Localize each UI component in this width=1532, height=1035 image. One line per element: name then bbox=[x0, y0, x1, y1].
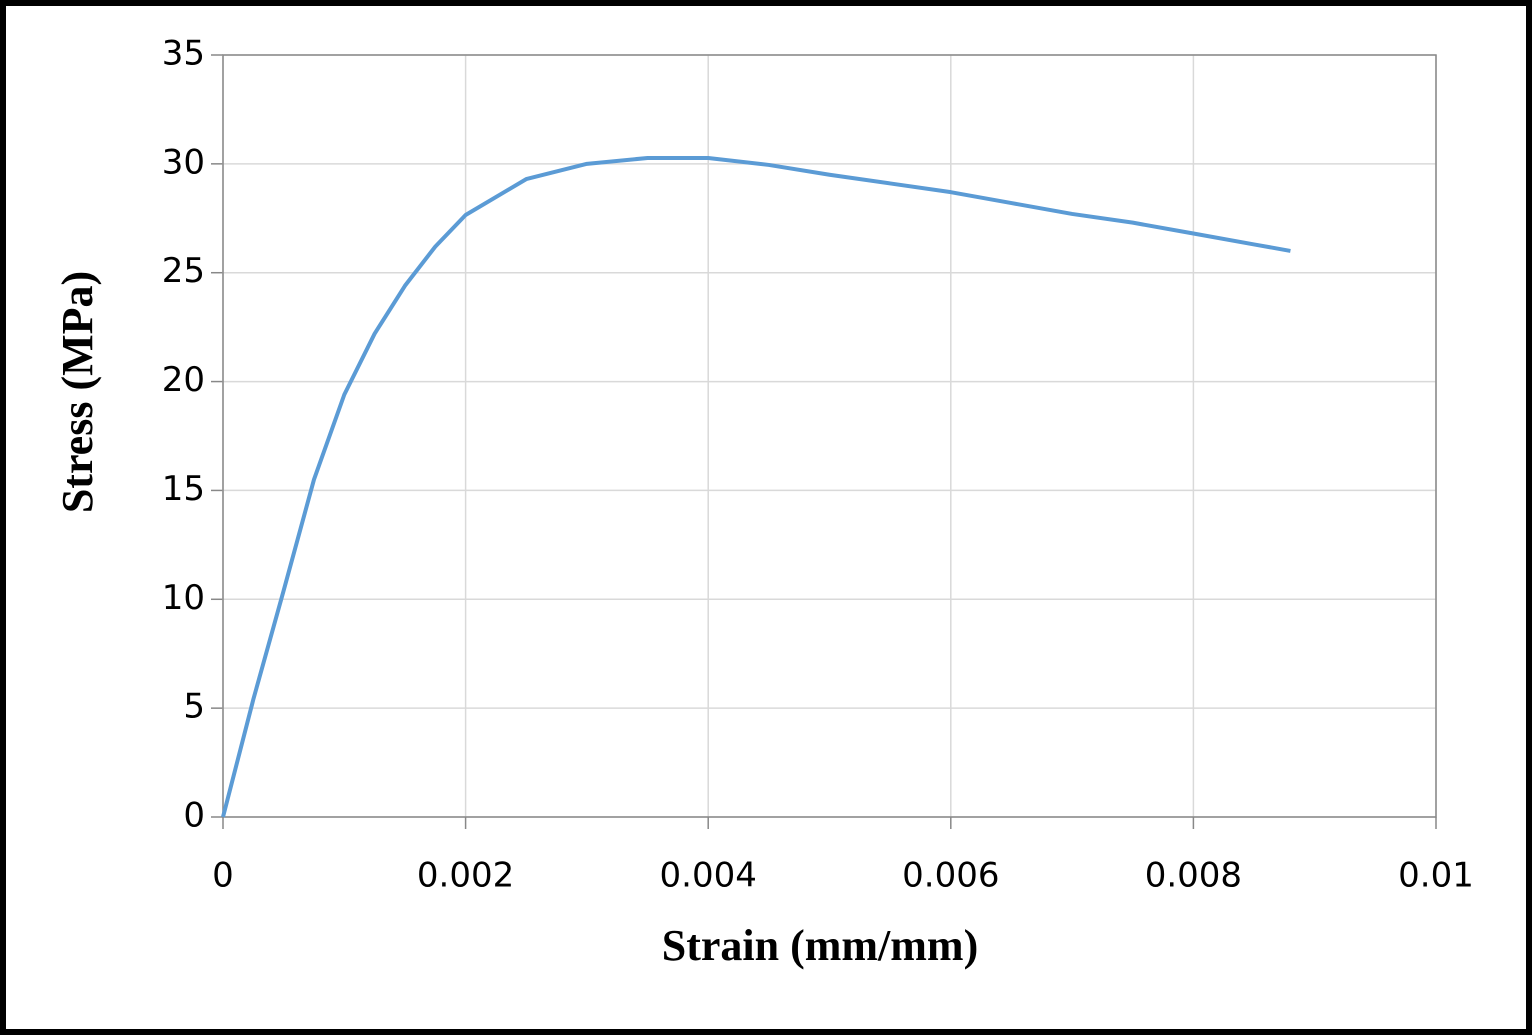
data-line bbox=[221, 155, 1291, 818]
y-tick-label: 30 bbox=[162, 142, 205, 182]
x-tick-label: 0 bbox=[212, 856, 234, 896]
y-tick-label: 35 bbox=[162, 34, 205, 74]
plot-border bbox=[222, 54, 1437, 818]
y-tick-label: 5 bbox=[183, 687, 205, 727]
y-tick-label: 20 bbox=[162, 360, 205, 400]
x-tick-label: 0.002 bbox=[417, 856, 514, 896]
y-axis-title: Stress (MPa) bbox=[53, 271, 102, 513]
x-axis-title: Strain (mm/mm) bbox=[662, 921, 979, 970]
x-tick-label: 0.01 bbox=[1398, 856, 1474, 896]
y-tick-label: 25 bbox=[162, 251, 205, 291]
y-tick-label: 0 bbox=[183, 796, 205, 836]
y-tick-label: 10 bbox=[162, 578, 205, 618]
x-tick-label: 0.006 bbox=[902, 856, 999, 896]
y-tick-label: 15 bbox=[162, 469, 205, 509]
x-tick-label: 0.008 bbox=[1145, 856, 1242, 896]
x-tick-label: 0.004 bbox=[660, 856, 757, 896]
